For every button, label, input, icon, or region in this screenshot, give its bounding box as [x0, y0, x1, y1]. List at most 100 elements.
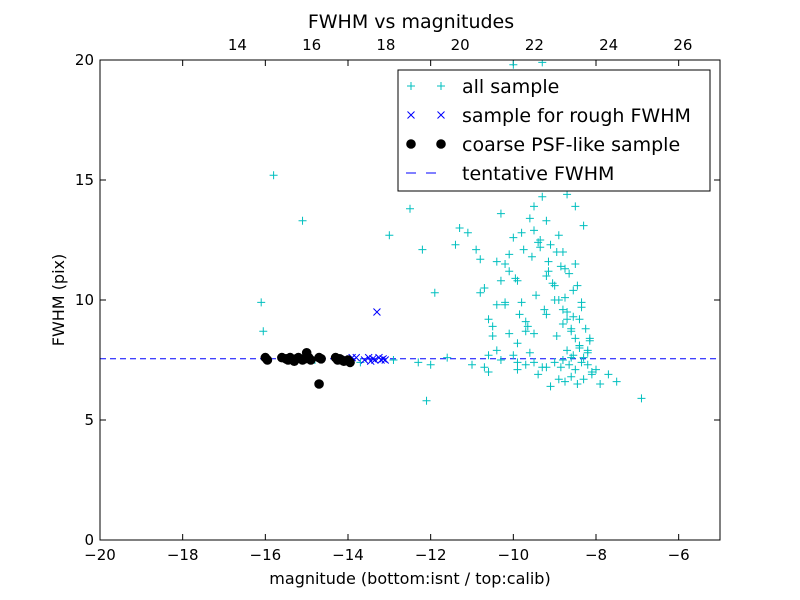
- data-point-plus: [496, 356, 505, 364]
- top-axis-ticks: 14 16 18 20 22 24 26: [228, 36, 693, 54]
- data-point-plus: [472, 245, 481, 254]
- plot-frame: [99, 59, 721, 541]
- x-axis-label: magnitude (bottom:isnt / top:calib): [269, 569, 550, 588]
- data-point-plus: [513, 358, 522, 367]
- data-point-plus: [569, 286, 578, 295]
- data-point-plus: [488, 332, 497, 340]
- data-point-plus: [468, 360, 476, 369]
- data-point-plus: [567, 372, 576, 381]
- data-point-plus: [476, 288, 485, 297]
- data-point-plus: [544, 257, 553, 266]
- legend-box: [397, 69, 711, 192]
- legend-label: sample for rough FWHM: [462, 105, 691, 127]
- top-tick-label: 14: [228, 36, 247, 54]
- top-tick-label: 24: [599, 36, 618, 54]
- data-point-plus: [596, 380, 605, 388]
- data-point-plus: [548, 279, 557, 288]
- data-point-plus: [563, 190, 572, 199]
- data-point-cross: [371, 356, 379, 364]
- data-point-plus: [579, 375, 588, 384]
- data-point-plus: [558, 356, 567, 364]
- data-point-plus: [505, 267, 514, 276]
- data-point-plus: [587, 368, 596, 376]
- data-point-cross: [368, 354, 377, 363]
- x-tick-label: −14: [332, 546, 364, 564]
- data-point-plus: [577, 303, 586, 312]
- data-point-plus: [536, 243, 545, 252]
- data-point-plus: [521, 360, 530, 369]
- data-point-plus: [476, 255, 485, 264]
- data-point-dot: [345, 357, 355, 368]
- data-point-cross: [373, 308, 381, 316]
- data-point-cross: [379, 354, 387, 363]
- data-point-plus: [540, 305, 549, 314]
- data-point-plus: [575, 341, 584, 350]
- data-point-plus: [561, 293, 569, 302]
- data-point-dot: [316, 354, 326, 364]
- data-point-plus: [583, 360, 592, 369]
- data-point-plus: [505, 250, 514, 259]
- top-tick-label: 18: [376, 36, 395, 54]
- data-point-plus: [550, 358, 559, 367]
- data-point-dot: [306, 355, 316, 365]
- data-point-plus: [484, 315, 493, 324]
- data-point-plus: [583, 346, 592, 355]
- data-point-plus: [554, 375, 563, 384]
- data-point-plus: [484, 368, 493, 376]
- data-point-plus: [612, 377, 621, 386]
- data-point-plus: [298, 216, 307, 225]
- data-point-plus: [259, 327, 268, 336]
- data-point-dot: [406, 139, 416, 149]
- data-point-plus: [538, 60, 547, 67]
- data-point-plus: [579, 353, 588, 362]
- data-point-plus: [573, 380, 582, 388]
- data-point-plus: [521, 317, 530, 326]
- x-tick-label: −18: [167, 546, 199, 564]
- data-point-plus: [455, 224, 464, 232]
- data-point-plus: [571, 202, 580, 211]
- data-point-plus: [530, 329, 538, 338]
- data-point-plus: [511, 274, 520, 283]
- legend-label: tentative FWHM: [462, 163, 614, 185]
- data-point-plus: [517, 298, 526, 307]
- legend-item: all sample: [407, 76, 559, 98]
- data-point-plus: [546, 240, 555, 249]
- top-tick-label: 16: [302, 36, 321, 54]
- data-point-plus: [484, 351, 493, 360]
- data-point-plus: [385, 231, 394, 240]
- data-point-plus: [480, 363, 489, 372]
- data-point-plus: [530, 202, 538, 211]
- data-point-plus: [604, 370, 613, 379]
- data-point-plus: [389, 356, 398, 364]
- legend-label: coarse PSF-like sample: [462, 134, 680, 156]
- data-point-plus: [530, 358, 538, 367]
- data-point-plus: [492, 257, 501, 266]
- x-tick-label: −12: [415, 546, 447, 564]
- data-point-plus: [581, 324, 590, 333]
- x-tick-label: −20: [84, 546, 116, 564]
- data-point-cross: [360, 356, 369, 364]
- data-point-plus: [552, 332, 561, 340]
- data-point-plus: [492, 300, 501, 309]
- data-point-plus: [571, 365, 580, 374]
- data-point-plus: [542, 216, 551, 225]
- data-point-plus: [577, 358, 586, 367]
- data-point-plus: [546, 382, 555, 391]
- data-point-plus: [527, 252, 536, 261]
- data-point-plus: [437, 82, 445, 90]
- data-point-plus: [558, 248, 567, 256]
- coarse-psf-series: [260, 348, 355, 389]
- data-point-dot: [436, 139, 446, 149]
- data-point-plus: [430, 288, 439, 297]
- y-axis-label: FWHM (pix): [49, 254, 68, 347]
- data-point-plus: [567, 353, 576, 362]
- data-point-plus: [536, 236, 545, 244]
- data-point-plus: [575, 315, 584, 324]
- data-point-plus: [558, 320, 567, 328]
- data-point-cross: [407, 111, 415, 119]
- data-point-plus: [451, 240, 460, 249]
- data-point-cross: [437, 111, 445, 119]
- data-point-plus: [515, 310, 524, 319]
- top-tick-label: 26: [673, 36, 692, 54]
